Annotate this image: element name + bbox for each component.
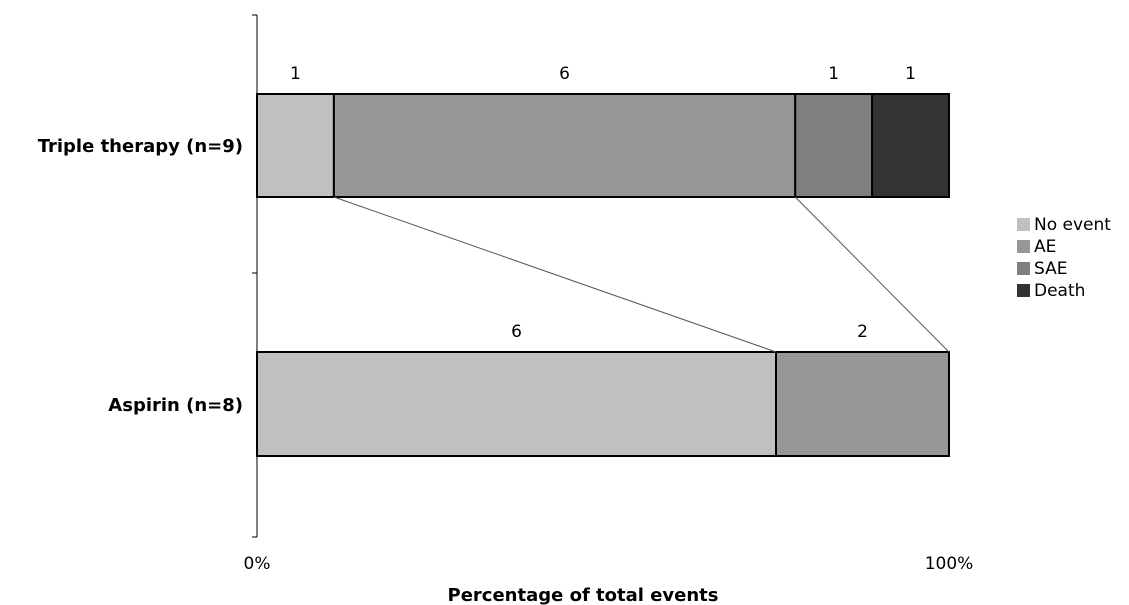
data-label: 2 — [857, 322, 868, 342]
connector-line-right — [794, 196, 950, 353]
x-tick-label-100: 100% — [925, 554, 974, 574]
legend-swatch-death — [1017, 284, 1030, 297]
legend-label-ae: AE — [1034, 237, 1056, 257]
category-label-aspirin: Aspirin (n=8) — [108, 395, 243, 416]
bars — [256, 93, 950, 457]
category-label-triple-therapy: Triple therapy (n=9) — [38, 136, 243, 157]
data-label: 1 — [290, 64, 301, 84]
connector-lines — [333, 196, 950, 353]
x-tick-label-0: 0% — [244, 554, 271, 574]
bar-segment-triple-therapy-no-event — [256, 93, 335, 198]
legend-swatch-no-event — [1017, 218, 1030, 231]
legend-swatch-ae — [1017, 240, 1030, 253]
bar-segment-aspirin-ae — [775, 351, 950, 457]
legend-swatch-sae — [1017, 262, 1030, 275]
bar-segment-triple-therapy-ae — [332, 93, 797, 198]
connector-line-left — [333, 196, 777, 353]
x-axis-title: Percentage of total events — [448, 585, 719, 605]
data-labels: 1 6 1 16 2 — [290, 64, 916, 342]
bar-segment-triple-therapy-sae — [794, 93, 874, 198]
bar-segment-triple-therapy-death — [871, 93, 950, 198]
data-label: 1 — [905, 64, 916, 84]
legend-label-sae: SAE — [1034, 259, 1067, 279]
legend-label-no-event: No event — [1034, 215, 1111, 235]
data-label: 6 — [559, 64, 570, 84]
bar-segment-aspirin-no-event — [256, 351, 777, 457]
data-label: 1 — [828, 64, 839, 84]
data-label: 6 — [511, 322, 522, 342]
legend-label-death: Death — [1034, 281, 1085, 301]
